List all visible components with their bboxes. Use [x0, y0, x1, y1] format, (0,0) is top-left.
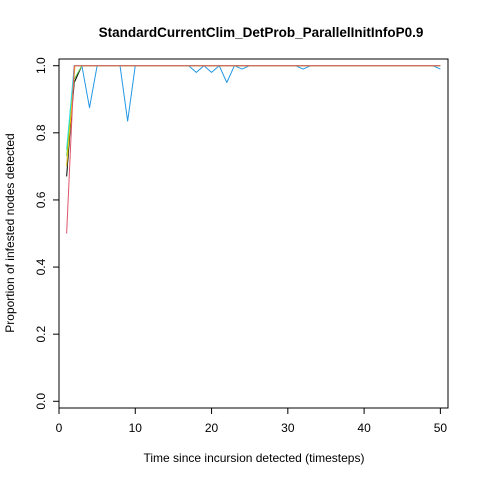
y-tick-label: 0.4 [34, 258, 48, 275]
y-axis: 0.0 0.2 0.4 0.6 0.8 1.0 [34, 57, 60, 410]
x-axis-label: Time since incursion detected (timesteps… [144, 451, 365, 465]
y-tick-label: 0.6 [34, 191, 48, 208]
x-tick-label: 50 [434, 421, 448, 435]
series-line-3 [66, 65, 441, 150]
chart-title: StandardCurrentClim_DetProb_ParallelInit… [99, 25, 424, 40]
x-tick-label: 40 [357, 421, 371, 435]
series-line-5 [66, 65, 441, 167]
x-tick-label: 30 [281, 421, 295, 435]
y-tick-label: 0.0 [34, 393, 48, 410]
plot-frame [58, 58, 449, 409]
y-axis-label: Proportion of infested nodes detected [3, 133, 17, 332]
plot-area [66, 65, 441, 234]
x-tick-label: 10 [129, 421, 143, 435]
y-tick-label: 1.0 [34, 57, 48, 74]
y-tick-label: 0.8 [34, 124, 48, 141]
series-line-2 [66, 65, 441, 167]
x-tick-label: 0 [56, 421, 63, 435]
series-line-4 [66, 65, 441, 157]
x-axis: 0 10 20 30 40 50 [56, 407, 448, 435]
y-tick-label: 0.2 [34, 326, 48, 343]
x-tick-label: 20 [205, 421, 219, 435]
series-line-6 [66, 65, 441, 234]
